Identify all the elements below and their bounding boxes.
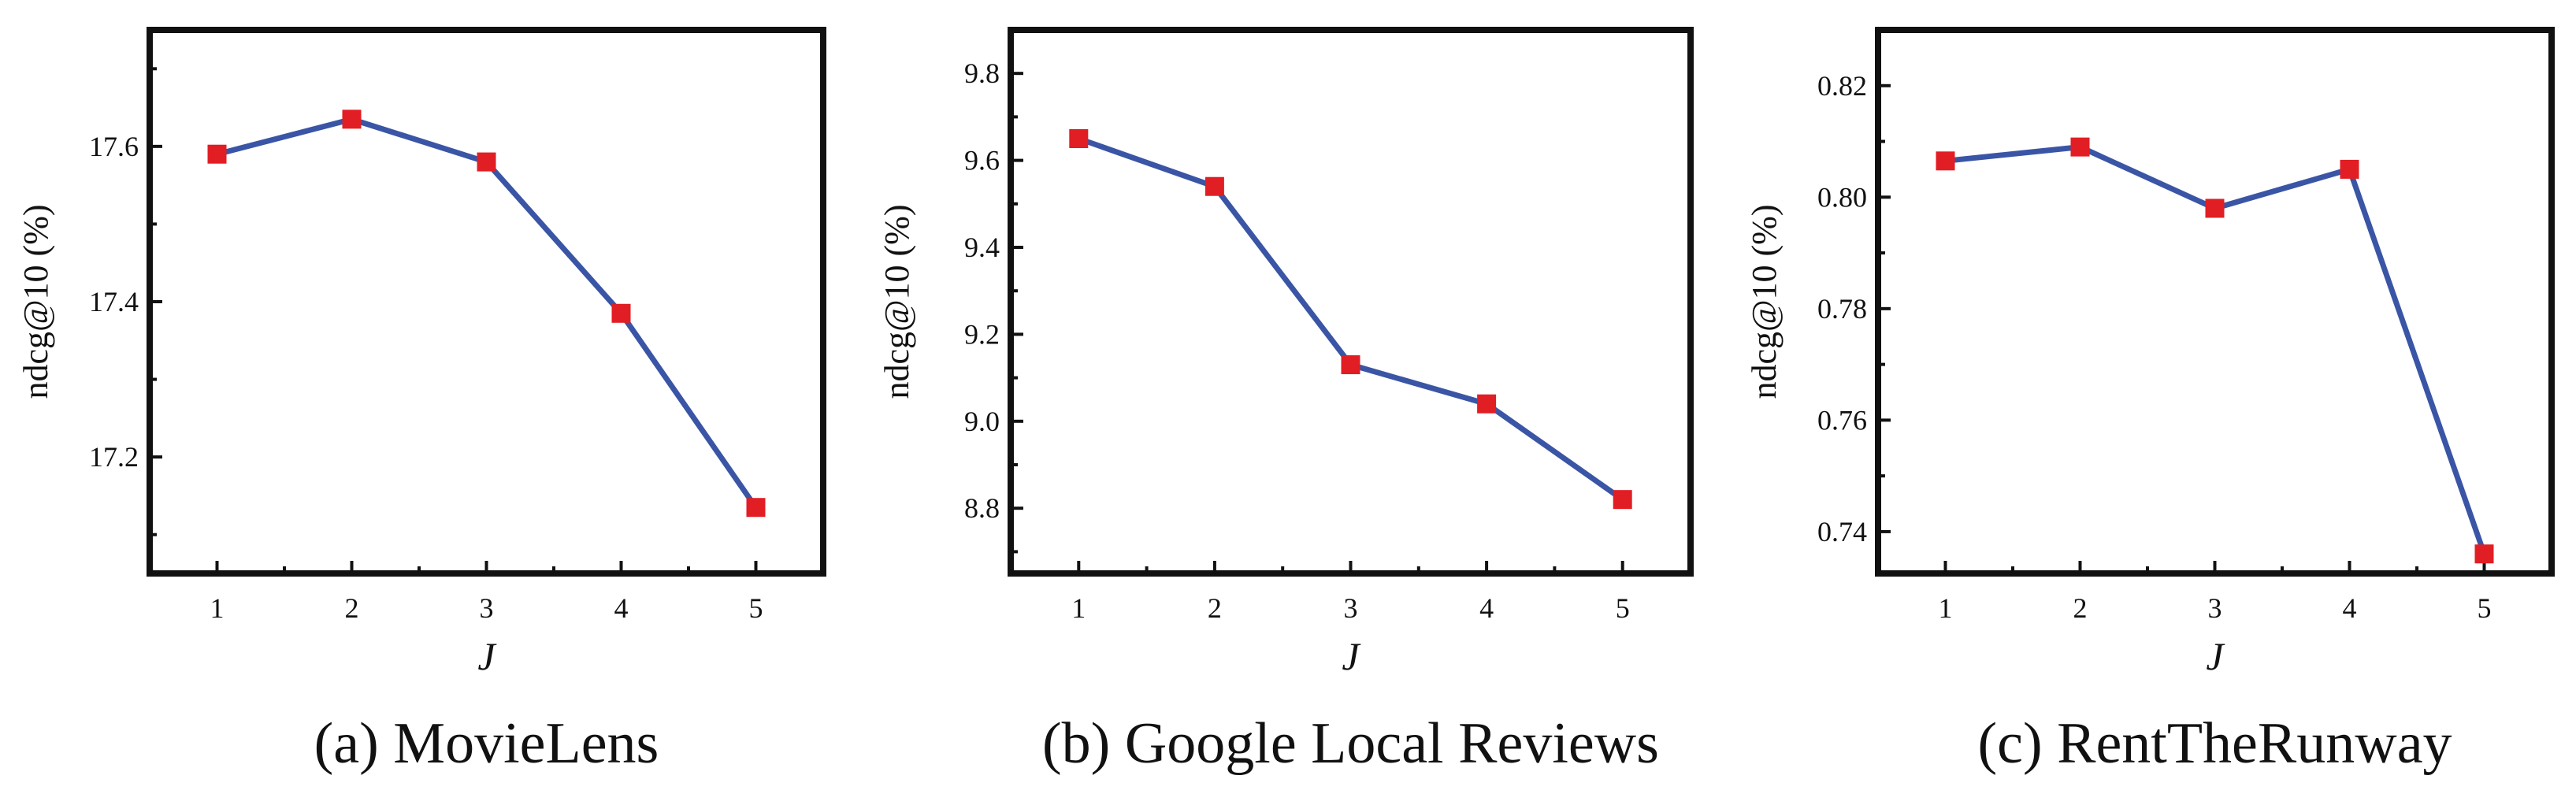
data-point	[1341, 355, 1360, 375]
x-tick-label: 5	[749, 592, 763, 624]
x-tick-label: 5	[1616, 592, 1630, 624]
data-point	[1477, 394, 1497, 414]
panel-caption: (a) MovieLens	[314, 711, 659, 776]
x-axis-title: J	[477, 634, 497, 678]
data-point	[746, 498, 766, 518]
data-point	[342, 109, 362, 129]
series-line	[1078, 135, 1624, 503]
x-tick-label: 4	[2343, 592, 2357, 624]
y-tick-label: 0.82	[1817, 70, 1867, 102]
x-tick-label: 5	[2478, 592, 2492, 624]
data-point	[207, 144, 227, 164]
panel-caption: (c) RentTheRunway	[1977, 711, 2452, 776]
plot-frame	[147, 27, 826, 577]
series-line	[216, 116, 759, 510]
x-tick-label: 2	[1208, 592, 1222, 624]
y-tick-label: 9.2	[964, 318, 1000, 350]
y-tick-label: 9.8	[964, 58, 1000, 89]
x-tick-label: 1	[210, 592, 225, 624]
y-tick-label: 17.2	[89, 441, 139, 473]
x-tick-label: 3	[2208, 592, 2222, 624]
data-point	[477, 152, 496, 172]
data-point	[2070, 137, 2090, 157]
y-tick-label: 0.80	[1817, 181, 1867, 213]
y-tick-label: 0.76	[1817, 404, 1867, 436]
y-axis-title: ndcg@10 (%)	[1745, 204, 1784, 399]
data-point	[2340, 159, 2359, 179]
y-tick-label: 0.74	[1817, 516, 1867, 547]
x-tick-label: 2	[2073, 592, 2088, 624]
x-tick-label: 1	[1939, 592, 1953, 624]
plot-frame	[1875, 27, 2555, 577]
y-axis-title: ndcg@10 (%)	[878, 204, 916, 399]
y-tick-label: 8.8	[964, 492, 1000, 524]
x-tick-label: 1	[1071, 592, 1086, 624]
data-point	[1069, 129, 1089, 148]
data-point	[2474, 544, 2494, 564]
data-point	[1204, 176, 1224, 196]
plot-frame	[1008, 27, 1694, 577]
y-tick-label: 17.6	[89, 131, 139, 162]
x-tick-label: 3	[1344, 592, 1358, 624]
x-tick-label: 2	[345, 592, 359, 624]
y-tick-label: 9.0	[964, 406, 1000, 437]
y-tick-label: 9.6	[964, 145, 1000, 176]
data-point	[2205, 198, 2225, 218]
y-tick-label: 0.78	[1817, 293, 1867, 325]
y-tick-label: 17.4	[89, 286, 139, 317]
y-axis-title: ndcg@10 (%)	[17, 204, 55, 399]
data-point	[1936, 151, 1955, 171]
x-axis-title: J	[1342, 634, 1361, 678]
x-tick-label: 4	[614, 592, 629, 624]
data-point	[1613, 490, 1632, 510]
x-tick-label: 3	[480, 592, 494, 624]
x-tick-label: 4	[1479, 592, 1494, 624]
data-point	[611, 303, 631, 323]
x-axis-title: J	[2206, 634, 2225, 678]
y-tick-label: 9.4	[964, 232, 1000, 263]
panel-caption: (b) Google Local Reviews	[1042, 711, 1659, 776]
